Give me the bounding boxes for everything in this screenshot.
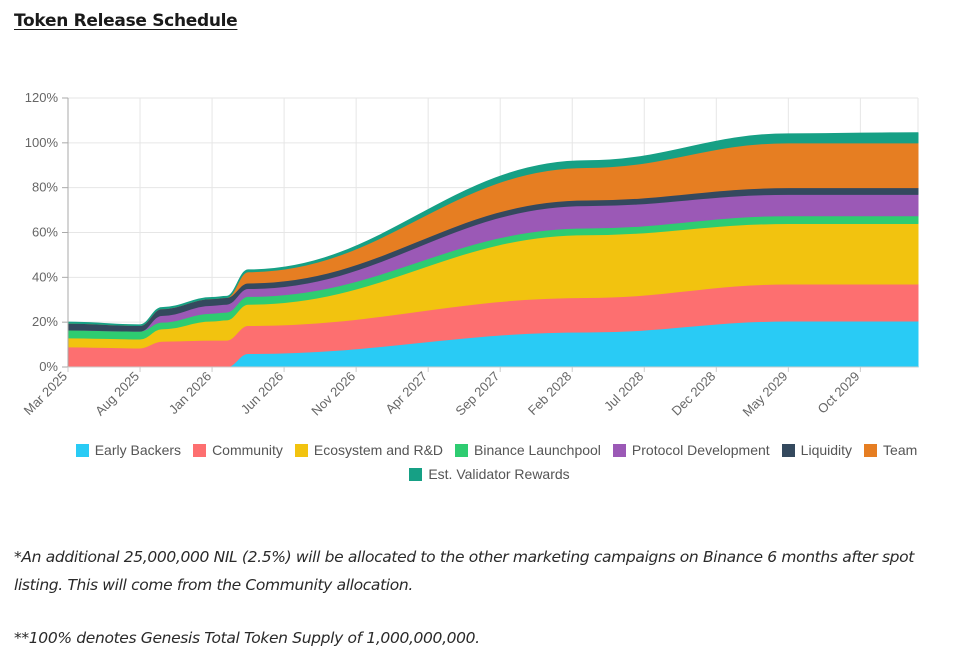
legend-label: Est. Validator Rewards <box>428 466 570 482</box>
legend-label: Protocol Development <box>631 442 770 458</box>
x-tick-label: Oct 2029 <box>815 369 863 417</box>
legend-item-early-backers[interactable]: Early Backers <box>75 442 182 458</box>
legend-row: Est. Validator Rewards <box>0 462 975 486</box>
x-tick-label: Sep 2027 <box>452 369 502 419</box>
legend-swatch <box>455 443 469 457</box>
legend-item-liquidity[interactable]: Liquidity <box>781 442 853 458</box>
x-tick-label: Jun 2026 <box>238 369 286 417</box>
legend-swatch <box>294 443 308 457</box>
x-tick-label: Jul 2028 <box>601 369 646 414</box>
stacked-area-chart: 0% 20% 40% 60% 80% 100% 120% Mar 2025 Aug 2025 J… <box>21 90 919 420</box>
legend-swatch <box>781 443 795 457</box>
area-est-validator-rewards[interactable] <box>67 132 919 327</box>
y-tick-labels: 0% 20% 40% 60% 80% 100% 120% <box>25 90 68 374</box>
y-tick-label: 120% <box>25 90 59 105</box>
y-tick-label: 80% <box>32 180 58 195</box>
legend-swatch <box>864 443 878 457</box>
legend-label: Community <box>212 442 283 458</box>
legend-swatch <box>612 443 626 457</box>
x-tick-label: Feb 2028 <box>525 369 574 418</box>
legend-item-community[interactable]: Community <box>193 442 283 458</box>
legend-item-ecosystem-and-r-d[interactable]: Ecosystem and R&D <box>294 442 444 458</box>
legend-label: Binance Launchpool <box>474 442 601 458</box>
legend-item-est-validator-rewards[interactable]: Est. Validator Rewards <box>409 466 570 482</box>
y-tick-label: 60% <box>32 225 58 240</box>
y-tick-label: 100% <box>25 135 59 150</box>
legend-row: Early Backers Community Ecosystem and R&D B… <box>0 438 975 462</box>
y-tick-label: 0% <box>39 359 58 374</box>
legend-label: Team <box>883 442 918 458</box>
x-tick-label: Dec 2028 <box>668 369 718 419</box>
footnote-marketing: *An additional 25,000,000 NIL (2.5%) wil… <box>14 548 915 594</box>
x-tick-label: Mar 2025 <box>21 369 70 418</box>
page-title: Token Release Schedule <box>14 11 238 31</box>
y-tick-label: 40% <box>32 269 58 284</box>
legend-item-team[interactable]: Team <box>864 442 917 458</box>
legend: Early Backers Community Ecosystem and R&D B… <box>0 438 975 486</box>
legend-label: Early Backers <box>94 442 182 458</box>
legend-label: Liquidity <box>800 442 853 458</box>
y-tick-label: 20% <box>32 314 58 329</box>
legend-swatch <box>409 467 423 481</box>
legend-swatch <box>75 443 89 457</box>
legend-item-protocol-development[interactable]: Protocol Development <box>612 442 770 458</box>
legend-item-binance-launchpool[interactable]: Binance Launchpool <box>455 442 601 458</box>
legend-swatch <box>193 443 207 457</box>
x-tick-label: May 2029 <box>739 369 790 420</box>
x-tick-label: Jan 2026 <box>166 369 214 417</box>
footnote-supply: **100% denotes Genesis Total Token Suppl… <box>14 629 480 647</box>
x-tick-labels: Mar 2025 Aug 2025 Jan 2026 Jun 2026 Nov 2026… <box>21 367 863 420</box>
areas <box>67 132 919 368</box>
x-tick-label: Apr 2027 <box>382 369 430 417</box>
legend-label: Ecosystem and R&D <box>313 442 444 458</box>
x-tick-label: Nov 2026 <box>308 369 358 419</box>
x-tick-label: Aug 2025 <box>92 369 142 419</box>
